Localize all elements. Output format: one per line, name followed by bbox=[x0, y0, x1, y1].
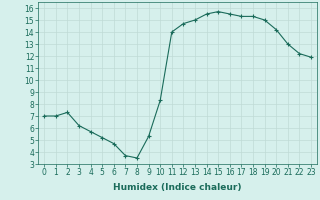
X-axis label: Humidex (Indice chaleur): Humidex (Indice chaleur) bbox=[113, 183, 242, 192]
